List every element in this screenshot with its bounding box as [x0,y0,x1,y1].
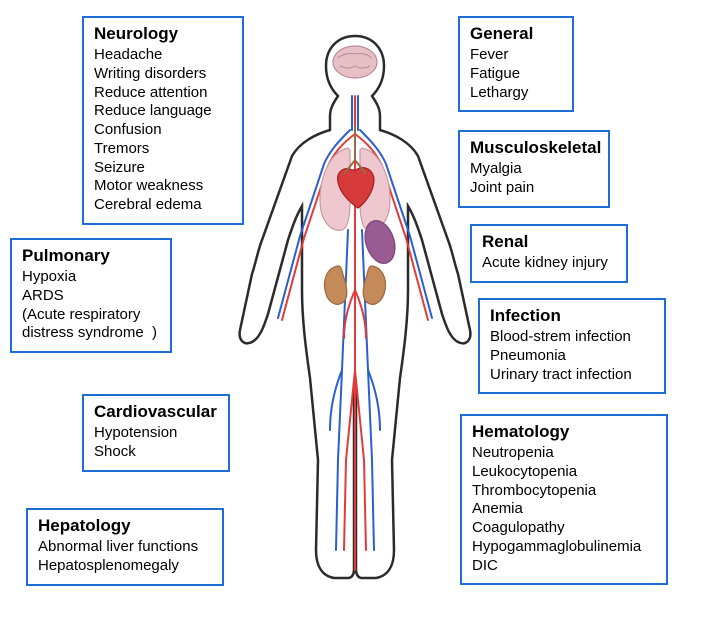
box-item: Motor weakness [94,177,232,196]
box-item: Reduce language [94,102,232,121]
box-items: Abnormal liver functionsHepatosplenomega… [38,538,212,576]
box-item: Hypotension [94,424,218,443]
box-item: Hypoxia [22,268,160,287]
box-item: Headache [94,46,232,65]
box-items: MyalgiaJoint pain [470,160,598,198]
box-item: Cerebral edema [94,196,232,215]
box-title: Hepatology [38,516,212,536]
box-cardiovascular: Cardiovascular HypotensionShock [82,394,230,472]
box-item: Anemia [472,500,656,519]
box-item: Hypogammaglobulinemia [472,538,656,557]
box-item: Reduce attention [94,84,232,103]
box-item: Fever [470,46,562,65]
box-items: HeadacheWriting disordersReduce attentio… [94,46,232,215]
box-items: NeutropeniaLeukocytopeniaThrombocytopeni… [472,444,656,575]
box-item: Pneumonia [490,347,654,366]
box-title: Musculoskeletal [470,138,598,158]
box-title: Neurology [94,24,232,44]
box-title: Infection [490,306,654,326]
box-item: Neutropenia [472,444,656,463]
box-item: Shock [94,443,218,462]
box-item: Acute kidney injury [482,254,616,273]
box-item: Lethargy [470,84,562,103]
box-item: ARDS [22,287,160,306]
box-item: Writing disorders [94,65,232,84]
box-title: Renal [482,232,616,252]
box-item: Leukocytopenia [472,463,656,482]
box-item: distress syndrome ) [22,324,160,343]
box-item: Tremors [94,140,232,159]
box-pulmonary: Pulmonary HypoxiaARDS(Acute respiratoryd… [10,238,172,353]
box-infection: Infection Blood-strem infectionPneumonia… [478,298,666,394]
box-items: HypoxiaARDS(Acute respiratorydistress sy… [22,268,160,343]
box-hepatology: Hepatology Abnormal liver functionsHepat… [26,508,224,586]
box-item: Abnormal liver functions [38,538,212,557]
box-neurology: Neurology HeadacheWriting disordersReduc… [82,16,244,225]
box-item: DIC [472,557,656,576]
box-title: General [470,24,562,44]
box-item: Blood-strem infection [490,328,654,347]
box-item: Myalgia [470,160,598,179]
box-items: HypotensionShock [94,424,218,462]
box-title: Hematology [472,422,656,442]
box-general: General FeverFatigueLethargy [458,16,574,112]
box-item: Coagulopathy [472,519,656,538]
box-item: Thrombocytopenia [472,482,656,501]
box-item: Fatigue [470,65,562,84]
box-item: Confusion [94,121,232,140]
box-item: Hepatosplenomegaly [38,557,212,576]
box-items: FeverFatigueLethargy [470,46,562,102]
box-item: Joint pain [470,179,598,198]
box-hematology: Hematology NeutropeniaLeukocytopeniaThro… [460,414,668,585]
box-item: Urinary tract infection [490,366,654,385]
box-title: Pulmonary [22,246,160,266]
box-items: Blood-strem infectionPneumoniaUrinary tr… [490,328,654,384]
box-title: Cardiovascular [94,402,218,422]
box-item: Seizure [94,159,232,178]
anatomy-figure [230,30,480,590]
box-items: Acute kidney injury [482,254,616,273]
box-item: (Acute respiratory [22,306,160,325]
box-renal: Renal Acute kidney injury [470,224,628,283]
anatomy-svg [230,30,480,590]
box-musculoskeletal: Musculoskeletal MyalgiaJoint pain [458,130,610,208]
